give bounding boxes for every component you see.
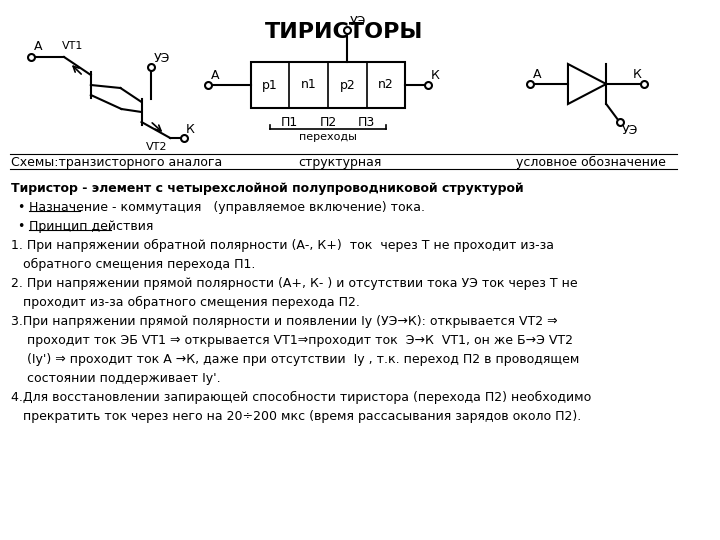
Text: структурная: структурная [298, 156, 381, 169]
Text: прекратить ток через него на 20÷200 мкс (время рассасывания зарядов около П2).: прекратить ток через него на 20÷200 мкс … [12, 410, 582, 423]
Text: УЭ: УЭ [154, 52, 171, 65]
Text: ТИРИСТОРЫ: ТИРИСТОРЫ [265, 22, 423, 42]
Text: Тиристор - элемент с четырехслойной полупроводниковой структурой: Тиристор - элемент с четырехслойной полу… [12, 182, 524, 195]
Text: П2: П2 [320, 116, 336, 129]
Text: П3: П3 [358, 116, 375, 129]
Text: p1: p1 [262, 78, 278, 91]
Text: проходит ток ЭБ VT1 ⇒ открывается VT1⇒проходит ток  Э→К  VT1, он же Б→Э VT2: проходит ток ЭБ VT1 ⇒ открывается VT1⇒пр… [12, 334, 573, 347]
Text: переходы: переходы [299, 132, 357, 142]
Text: 1. При напряжении обратной полярности (А-, К+)  ток  через Т не проходит из-за: 1. При напряжении обратной полярности (А… [12, 239, 554, 252]
Text: 4.Для восстановлении запирающей способности тиристора (перехода П2) необходимо: 4.Для восстановлении запирающей способно… [12, 391, 592, 404]
Text: p2: p2 [339, 78, 355, 91]
Text: К: К [186, 123, 194, 136]
Text: А: А [33, 40, 42, 53]
Text: проходит из-за обратного смещения перехода П2.: проходит из-за обратного смещения перехо… [12, 296, 360, 309]
Text: •: • [17, 220, 24, 233]
Text: А: А [533, 68, 541, 81]
Bar [251, 62, 405, 108]
Text: К: К [431, 69, 439, 82]
Text: 3.При напряжении прямой полярности и появлении Iy (УЭ→К): открывается VT2 ⇒: 3.При напряжении прямой полярности и поя… [12, 315, 558, 328]
Text: УЭ: УЭ [350, 15, 366, 28]
Text: Принцип действия: Принцип действия [29, 220, 153, 233]
Text: П1: П1 [281, 116, 298, 129]
Text: Схемы:транзисторного аналога: Схемы:транзисторного аналога [12, 156, 222, 169]
Text: условное обозначение: условное обозначение [516, 156, 665, 169]
Text: Назначение - коммутация   (управляемое включение) тока.: Назначение - коммутация (управляемое вкл… [29, 201, 425, 214]
Text: (Iy') ⇒ проходит ток А →К, даже при отсутствии  Iy , т.к. переход П2 в проводяще: (Iy') ⇒ проходит ток А →К, даже при отсу… [12, 353, 580, 366]
Text: К: К [633, 68, 642, 81]
Text: УЭ: УЭ [621, 124, 638, 137]
Text: •: • [17, 201, 24, 214]
Text: n2: n2 [378, 78, 394, 91]
Text: А: А [211, 69, 220, 82]
Text: обратного смещения перехода П1.: обратного смещения перехода П1. [12, 258, 256, 271]
Text: VT2: VT2 [146, 142, 168, 152]
Text: состоянии поддерживает Iy'.: состоянии поддерживает Iy'. [12, 372, 221, 385]
Text: n1: n1 [301, 78, 317, 91]
Text: 2. При напряжении прямой полярности (А+, К- ) и отсутствии тока УЭ ток через Т н: 2. При напряжении прямой полярности (А+,… [12, 277, 578, 290]
Text: VT1: VT1 [62, 41, 84, 51]
